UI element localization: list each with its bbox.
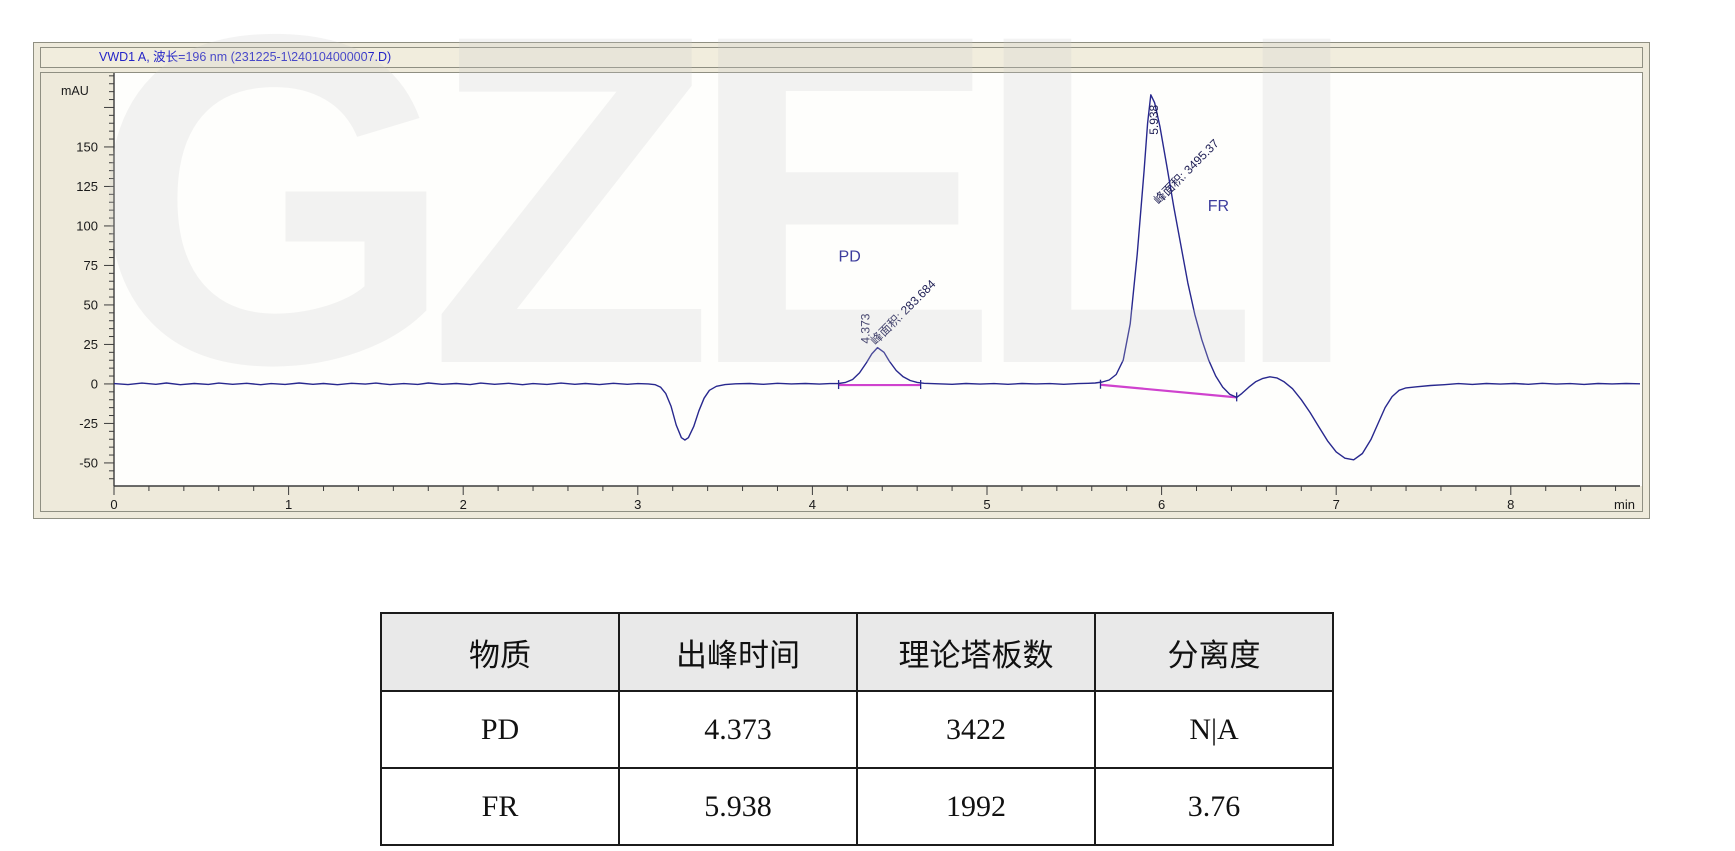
chromatogram-title: VWD1 A, 波长=196 nm (231225-1\240104000007…: [40, 47, 1643, 68]
chromatogram-panel: VWD1 A, 波长=196 nm (231225-1\240104000007…: [33, 42, 1650, 519]
table-header-cell: 理论塔板数: [856, 612, 1096, 692]
table-header-cell: 物质: [380, 612, 620, 692]
table-cell: 5.938: [618, 767, 858, 846]
peak-name-label: PD: [839, 249, 861, 266]
y-axis-tick-label: 75: [84, 258, 98, 273]
chromatogram-trace: [113, 94, 1641, 461]
x-axis-tick-label: 0: [110, 497, 117, 511]
x-axis-unit-label: min: [1614, 497, 1635, 511]
y-axis-tick-label: 0: [91, 376, 98, 391]
peak-rt-label: 5.938: [1147, 104, 1161, 134]
x-axis-tick-label: 4: [809, 497, 816, 511]
x-axis-tick-label: 8: [1507, 497, 1514, 511]
chromatogram-plot: -50 -25 0 25 50 75 100 125 150 mAU 0 1 2 3 4 5 6 7 8 min 4.3…: [61, 73, 1642, 511]
y-axis-tick-label: 150: [76, 139, 98, 154]
y-axis-tick-label: -50: [79, 455, 98, 470]
x-axis-tick-label: 7: [1333, 497, 1340, 511]
chromatogram-plotbox: -50 -25 0 25 50 75 100 125 150 mAU 0 1 2 3 4 5 6 7 8 min 4.3…: [40, 72, 1643, 512]
y-axis-tick-label: 50: [84, 297, 98, 312]
table-header-cell: 出峰时间: [618, 612, 858, 692]
table-row: FR 5.938 1992 3.76: [380, 767, 1334, 846]
integration-baseline: [1100, 383, 1237, 399]
table-cell: N|A: [1094, 690, 1334, 769]
table-row: PD 4.373 3422 N|A: [380, 690, 1334, 769]
x-axis-tick-label: 3: [634, 497, 641, 511]
y-axis-tick-label: 100: [76, 218, 98, 233]
table-cell: 4.373: [618, 690, 858, 769]
results-table: 物质 出峰时间 理论塔板数 分离度 PD 4.373 3422 N|A FR 5.938 1992…: [380, 612, 1334, 846]
x-axis-tick-label: 6: [1158, 497, 1165, 511]
x-axis-tick-label: 2: [460, 497, 467, 511]
results-table-body: PD 4.373 3422 N|A FR 5.938 1992 3.76: [380, 690, 1334, 846]
plot-area: [114, 73, 1642, 486]
table-cell: 3.76: [1094, 767, 1334, 846]
y-axis-tick-label: 25: [84, 337, 98, 352]
peak-rt-label: 4.373: [859, 313, 873, 343]
table-cell: 1992: [856, 767, 1096, 846]
y-axis-unit-label: mAU: [61, 84, 89, 98]
y-axis-tick-label: 125: [76, 179, 98, 194]
x-axis-tick-label: 1: [285, 497, 292, 511]
peak-name-label: FR: [1208, 198, 1229, 215]
y-axis-tick-label: -25: [79, 416, 98, 431]
table-cell: FR: [380, 767, 620, 846]
x-axis-tick-label: 5: [983, 497, 990, 511]
table-cell: 3422: [856, 690, 1096, 769]
results-table-head: 物质 出峰时间 理论塔板数 分离度: [380, 612, 1334, 692]
table-cell: PD: [380, 690, 620, 769]
table-header-cell: 分离度: [1094, 612, 1334, 692]
